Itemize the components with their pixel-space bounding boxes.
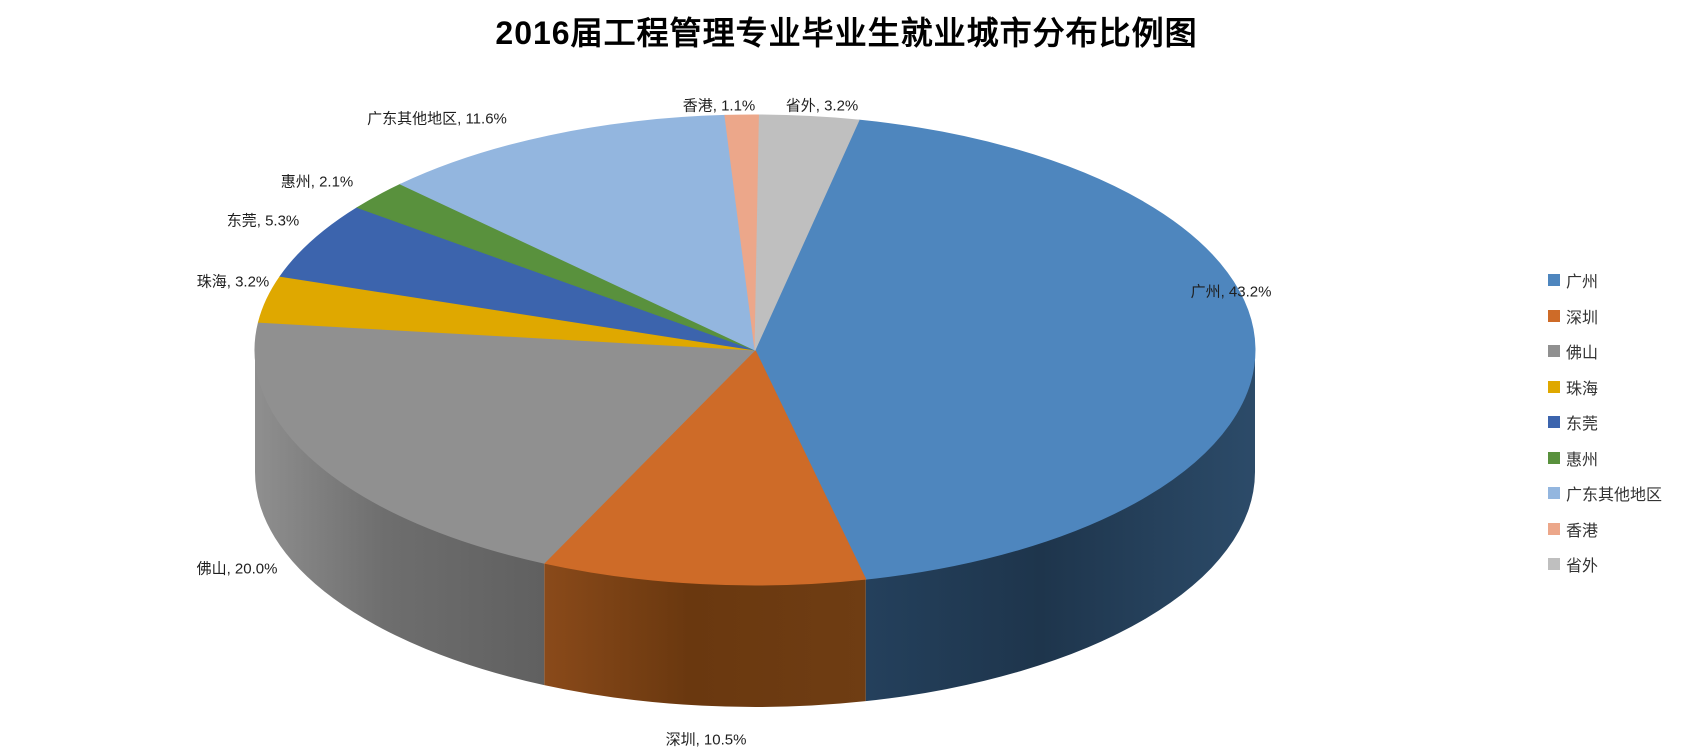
legend-label: 香港 (1566, 523, 1599, 540)
legend-swatch-icon (1548, 487, 1560, 499)
legend-label: 东莞 (1566, 416, 1599, 433)
legend-swatch-icon (1548, 523, 1560, 535)
legend-label: 佛山 (1566, 345, 1599, 362)
pie-slice-shenzhen (543, 349, 867, 586)
legend-item-huizhou: 惠州 (1548, 446, 1598, 470)
pie-slice-side-guangzhou (865, 350, 1255, 702)
data-label-hongkong: 香港, 1.1% (682, 97, 756, 115)
legend-item-hongkong: 香港 (1548, 517, 1598, 541)
data-label-zhuhai: 珠海, 3.2% (196, 273, 270, 291)
data-label-guangzhou: 广州, 43.2% (1190, 283, 1272, 301)
legend-swatch-icon (1548, 452, 1560, 464)
legend-label: 深圳 (1566, 310, 1599, 327)
pie-slice-foshan (254, 321, 757, 564)
legend-swatch-icon (1548, 558, 1560, 570)
legend-item-zhuhai: 珠海 (1548, 375, 1598, 399)
pie-slice-side-shenzhen (544, 563, 866, 708)
legend-item-outside-province: 省外 (1548, 552, 1598, 576)
legend-label: 珠海 (1566, 381, 1599, 398)
legend-item-shenzhen: 深圳 (1548, 304, 1598, 328)
legend-label: 省外 (1566, 558, 1599, 575)
legend-item-guangdong-other: 广东其他地区 (1548, 481, 1662, 505)
chart-title: 2016届工程管理专业毕业生就业城市分布比例图 (495, 15, 1198, 51)
legend-item-foshan: 佛山 (1548, 339, 1598, 363)
legend-swatch-icon (1548, 416, 1560, 428)
legend-label: 广州 (1566, 274, 1599, 291)
data-label-dongguan: 东莞, 5.3% (226, 212, 300, 230)
pie-slice-dongguan (279, 206, 756, 351)
data-label-guangdong-other: 广东其他地区, 11.6% (367, 110, 507, 128)
legend-swatch-icon (1548, 345, 1560, 357)
legend: 广州 深圳 佛山 珠海 东莞 惠州 广东其他地区 香港 (1548, 0, 1693, 756)
legend-swatch-icon (1548, 274, 1560, 286)
pie-slice-outside-province (754, 114, 860, 351)
pie-slice-guangdong-other (399, 114, 756, 351)
legend-label: 惠州 (1566, 452, 1599, 469)
data-label-huizhou: 惠州, 2.1% (280, 173, 354, 191)
legend-swatch-icon (1548, 310, 1560, 322)
pie-slice-guangzhou (754, 119, 1256, 580)
legend-swatch-icon (1548, 381, 1560, 393)
pie-slice-side-foshan (254, 350, 545, 686)
data-label-foshan: 佛山, 20.0% (196, 560, 278, 578)
data-label-shenzhen: 深圳, 10.5% (665, 731, 747, 749)
legend-label: 广东其他地区 (1566, 487, 1663, 504)
legend-item-guangzhou: 广州 (1548, 268, 1598, 292)
data-label-outside-province: 省外, 3.2% (785, 97, 859, 115)
legend-item-dongguan: 东莞 (1548, 410, 1598, 434)
